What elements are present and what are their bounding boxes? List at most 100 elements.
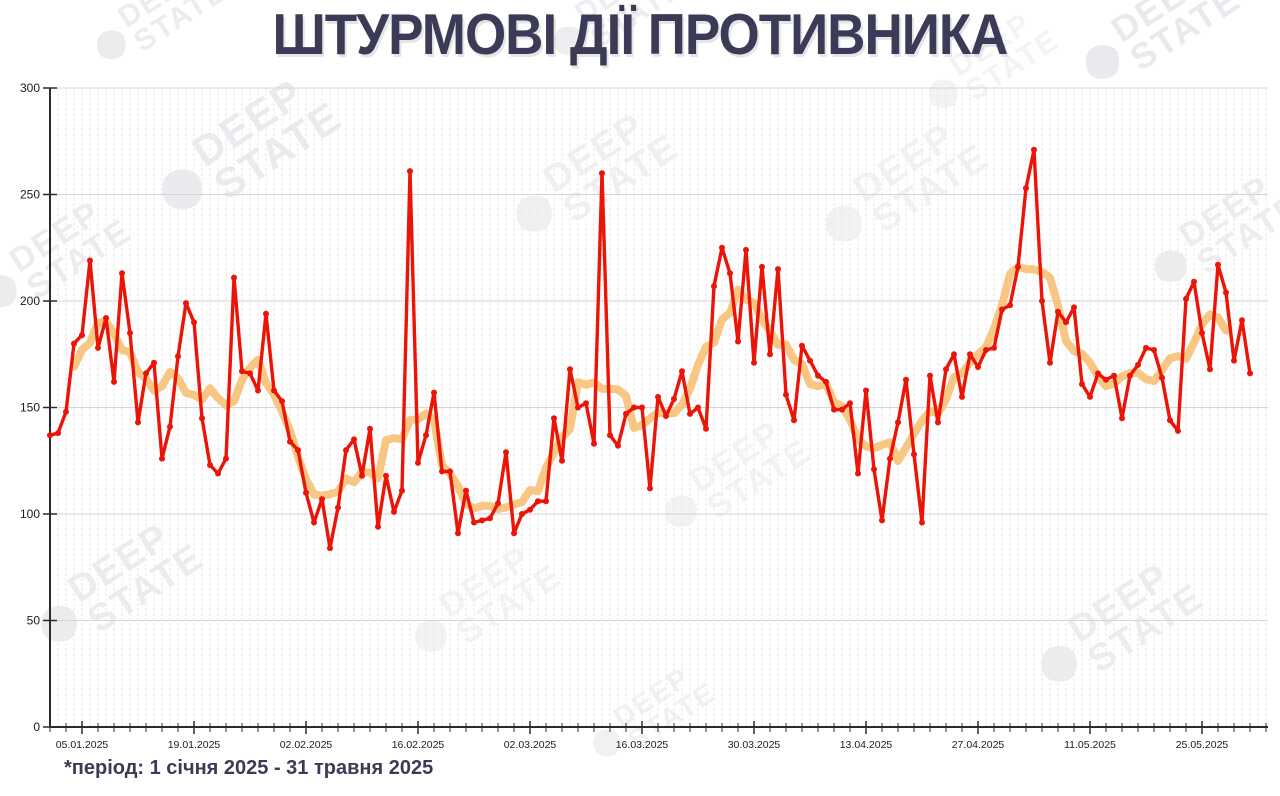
data-point [167,423,173,430]
y-axis-label: 0 [33,720,40,734]
y-axis-label: 150 [20,401,40,415]
data-point [127,330,133,336]
data-point [511,530,517,537]
data-point [495,500,501,507]
data-point [1159,374,1165,381]
data-point [1071,304,1077,311]
data-point [583,400,589,407]
data-point [999,306,1005,313]
data-point [327,545,333,552]
data-point [199,415,205,422]
data-point [575,404,581,411]
data-point [687,410,693,417]
data-point [599,170,605,177]
data-point [863,387,869,394]
data-point [1183,295,1189,302]
data-point [71,340,77,347]
data-point [743,246,749,253]
data-point [439,468,445,475]
data-point [1215,261,1221,268]
data-point [111,378,117,385]
data-point [1167,417,1173,424]
data-point [1223,289,1229,296]
data-point [519,511,525,517]
data-point [375,523,381,530]
data-point [759,263,765,270]
data-point [591,440,597,447]
data-point [671,396,677,402]
data-point [1175,427,1181,434]
data-point [271,387,277,394]
data-point [431,389,437,396]
data-point [1063,319,1069,326]
data-point [983,347,989,353]
y-axis-label: 250 [20,188,40,202]
data-point [447,468,453,475]
data-point [967,351,973,358]
data-point [311,519,317,526]
data-point [1039,298,1045,304]
data-point [527,506,533,513]
data-point [295,447,301,454]
data-point [895,419,901,426]
data-point [615,442,621,449]
period-footnote: *період: 1 січня 2025 - 31 травня 2025 [64,757,434,779]
data-point [383,472,389,479]
data-point [207,462,213,468]
data-point [415,459,421,466]
data-point [175,353,181,360]
x-axis-label: 19.01.2025 [168,739,221,751]
data-point [95,344,101,351]
data-point [815,372,821,379]
data-point [951,351,957,358]
data-point [247,370,253,377]
data-point [223,455,229,462]
data-point [943,366,949,373]
data-point [663,413,669,419]
data-point [367,425,373,432]
data-point [463,487,469,494]
x-axis-label: 30.03.2025 [728,739,781,751]
data-point [887,455,893,462]
data-point [1079,381,1085,388]
data-point [1015,263,1021,270]
data-point [1047,359,1053,366]
data-point [359,472,365,479]
data-point [543,498,549,505]
data-point [151,359,157,366]
x-axis-label: 16.03.2025 [616,739,669,751]
data-point [959,393,965,400]
data-point [823,378,829,385]
data-point [695,404,701,411]
data-point [1111,372,1117,379]
data-point [103,315,109,321]
data-point [807,357,813,364]
data-point [927,372,933,379]
data-point [551,415,557,422]
daily-series-points [47,146,1253,552]
data-point [1087,393,1093,400]
data-point [63,408,69,415]
data-point [1007,302,1013,309]
x-axis-label: 13.04.2025 [840,739,893,751]
data-point [1023,185,1029,192]
data-point [55,430,61,437]
data-point [119,270,125,277]
data-point [471,519,477,526]
axes: 0 50 100 150 200 250 300 05.01.2025 19.01.2025 02… [20,81,1268,751]
data-point [343,447,349,454]
data-point [399,487,405,494]
x-axis-label: 25.05.2025 [1176,739,1229,751]
data-point [1031,146,1037,153]
x-axis-label: 27.04.2025 [952,739,1005,751]
chart-title: ШТУРМОВІ ДІЇ ПРОТИВНИКА [272,3,1009,67]
data-point [847,400,853,407]
data-point [143,370,149,377]
data-point [159,455,165,462]
data-point [839,406,845,413]
data-point [287,438,293,445]
data-point [215,470,221,477]
data-point [535,498,541,505]
data-point [919,519,925,526]
